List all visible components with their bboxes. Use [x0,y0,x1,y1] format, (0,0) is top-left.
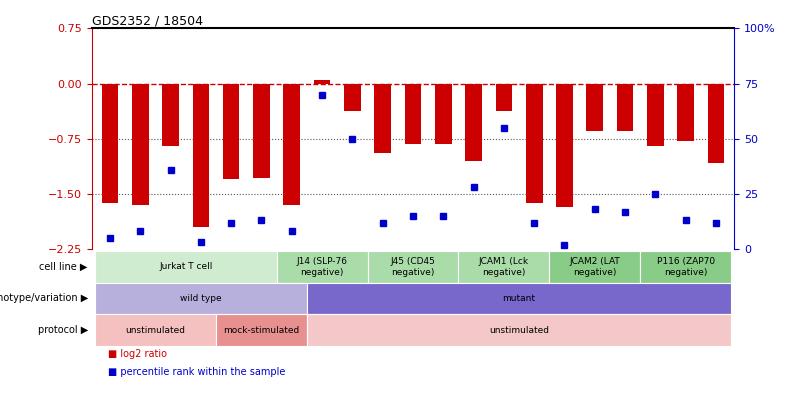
Text: ■ percentile rank within the sample: ■ percentile rank within the sample [108,367,285,377]
Bar [283,83,300,205]
Text: wild type: wild type [180,294,222,303]
Bar [344,83,361,111]
Bar [374,83,391,153]
Bar [253,83,270,178]
Bar [617,83,634,131]
Text: mock-stimulated: mock-stimulated [223,326,299,335]
Bar [162,83,179,146]
Text: JCAM1 (Lck
negative): JCAM1 (Lck negative) [479,257,529,277]
Bar [435,83,452,144]
Text: JCAM2 (LAT
negative): JCAM2 (LAT negative) [570,257,620,277]
Text: GDS2352 / 18504: GDS2352 / 18504 [92,14,203,27]
Bar [647,83,664,146]
Bar [708,83,725,163]
Text: J14 (SLP-76
negative): J14 (SLP-76 negative) [297,257,348,277]
Text: mutant: mutant [503,294,535,303]
Bar [405,83,421,144]
Bar [587,83,603,131]
Text: genotype/variation ▶: genotype/variation ▶ [0,294,88,303]
Bar [132,83,148,205]
Text: protocol ▶: protocol ▶ [38,325,88,335]
Text: Jurkat T cell: Jurkat T cell [159,262,212,271]
Bar [526,83,543,203]
Text: ■ log2 ratio: ■ log2 ratio [108,349,167,359]
Text: cell line ▶: cell line ▶ [39,262,88,272]
Text: unstimulated: unstimulated [125,326,185,335]
Bar [101,83,118,203]
Bar [496,83,512,111]
Bar [465,83,482,161]
Text: J45 (CD45
negative): J45 (CD45 negative) [390,257,436,277]
Bar [314,80,330,83]
Text: unstimulated: unstimulated [489,326,549,335]
Text: P116 (ZAP70
negative): P116 (ZAP70 negative) [657,257,715,277]
Bar [678,83,694,141]
Bar [223,83,239,179]
Bar [192,83,209,227]
Bar [556,83,573,207]
